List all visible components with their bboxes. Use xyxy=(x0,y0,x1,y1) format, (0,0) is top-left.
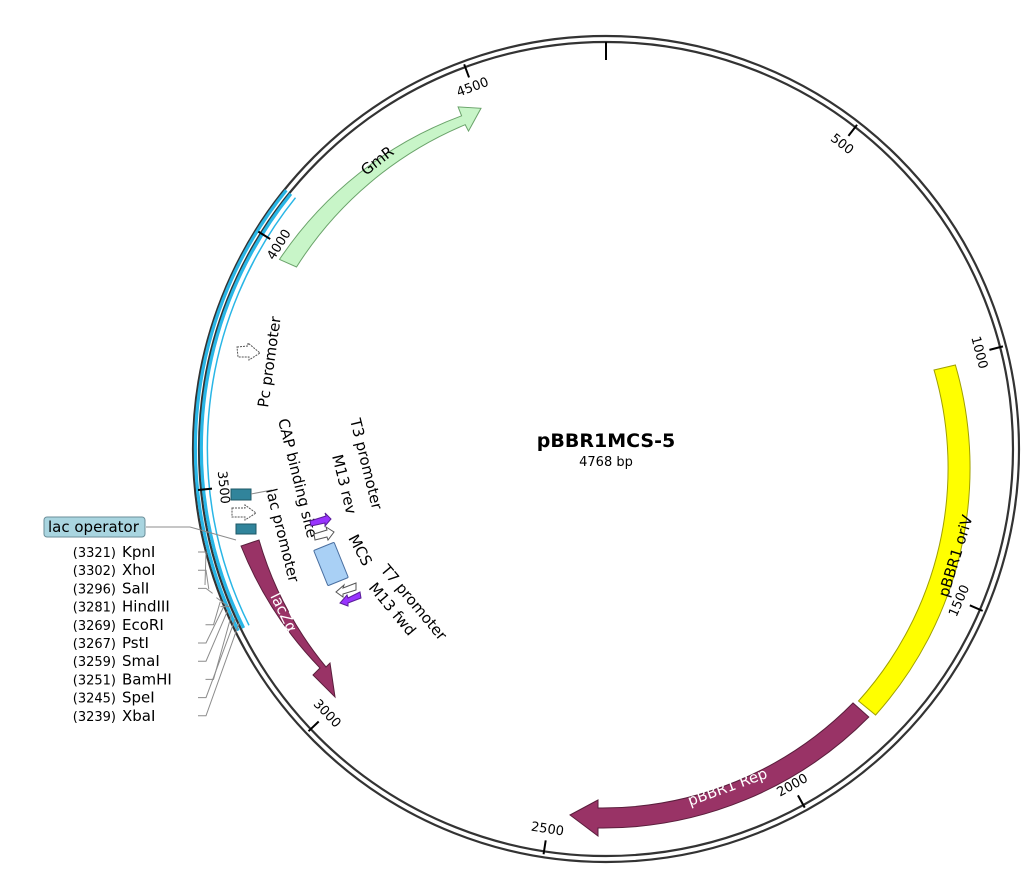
restriction-site-xhoi[interactable]: (3302) XhoI xyxy=(73,561,210,590)
mcs-t3-arrow[interactable] xyxy=(313,525,335,542)
plasmid-name: pBBR1MCS-5 xyxy=(537,430,675,452)
site-position: (3267) xyxy=(73,637,116,652)
mcs-label: MCS xyxy=(344,531,375,569)
site-name: PstI xyxy=(122,634,149,652)
site-position: (3245) xyxy=(73,692,116,707)
lac-operator-box[interactable] xyxy=(235,523,257,535)
tick-mark xyxy=(989,345,1004,351)
site-leader-line xyxy=(198,618,236,699)
restriction-site-hindiii[interactable]: (3281) HindIII xyxy=(73,597,231,616)
t7-promoter-arrow[interactable] xyxy=(335,582,357,598)
feature-pc-promoter[interactable]: Pc promoter xyxy=(236,314,285,409)
restriction-sites: (3321) KpnI (3302) XhoI (3296) SalI (3281) Hind… xyxy=(73,543,240,725)
site-position: (3259) xyxy=(73,655,116,670)
site-position: (3269) xyxy=(73,619,116,634)
site-leader-line xyxy=(198,622,240,717)
site-name: XhoI xyxy=(122,561,155,579)
rep-arrow[interactable] xyxy=(569,702,870,837)
site-leader-line xyxy=(198,551,207,586)
m13-rev-label: M13 rev xyxy=(328,453,360,516)
site-name: SmaI xyxy=(122,652,160,670)
tick-mark xyxy=(463,63,470,78)
restriction-site-sali[interactable]: (3296) SalI xyxy=(73,579,213,597)
site-position: (3239) xyxy=(73,710,116,725)
site-leader-line xyxy=(205,601,221,626)
mcs-box[interactable] xyxy=(313,542,349,586)
m13-rev-arrow[interactable] xyxy=(309,512,332,528)
tick-label: 500 xyxy=(827,131,856,158)
tick-mark xyxy=(847,124,858,137)
feature-mcs[interactable]: MCS xyxy=(313,525,376,586)
tick-mark xyxy=(197,487,213,491)
site-name: SalI xyxy=(122,579,149,597)
lac-operator-label: lac operator xyxy=(48,518,140,536)
gmr-arrow[interactable] xyxy=(278,106,482,268)
tick-label: 1000 xyxy=(967,335,990,371)
tick-label: 2500 xyxy=(530,820,565,840)
pc-promoter-arrow[interactable] xyxy=(236,341,261,361)
feature-rep[interactable]: pBBR1 Rep xyxy=(569,702,870,837)
site-name: SpeI xyxy=(122,689,155,707)
site-name: BamHI xyxy=(122,670,172,688)
feature-lac-operator[interactable]: lac operator xyxy=(43,516,257,541)
restriction-site-spei[interactable]: (3245) SpeI xyxy=(73,618,236,707)
restriction-site-smai[interactable]: (3259) SmaI xyxy=(73,610,229,670)
tick-label: 3500 xyxy=(214,470,232,504)
pc-promoter-label: Pc promoter xyxy=(254,314,285,408)
tick-mark xyxy=(542,840,547,855)
lacz-label: lacZα xyxy=(266,590,301,636)
lac-promoter-arrow[interactable] xyxy=(231,504,257,521)
highlight-arc xyxy=(193,189,297,632)
cap-site-box[interactable] xyxy=(230,488,252,501)
tick-mark xyxy=(257,230,271,240)
site-leader-line xyxy=(198,605,225,644)
site-leader-line xyxy=(198,569,210,590)
lacz-arrow[interactable] xyxy=(240,539,336,699)
site-position: (3251) xyxy=(73,673,116,688)
site-leader-line xyxy=(205,614,233,680)
oriv-arrow[interactable] xyxy=(857,364,971,716)
site-leader-line xyxy=(198,610,229,662)
tick-mark xyxy=(969,604,984,612)
restriction-site-bamhi[interactable]: (3251) BamHI xyxy=(73,614,233,688)
site-name: XbaI xyxy=(122,707,155,725)
restriction-site-ecori[interactable]: (3269) EcoRI xyxy=(73,601,221,634)
feature-gmr[interactable]: GmR xyxy=(278,106,482,268)
m13-fwd-arrow[interactable] xyxy=(339,591,362,607)
restriction-site-kpni[interactable]: (3321) KpnI xyxy=(73,543,207,586)
restriction-site-xbai[interactable]: (3239) XbaI xyxy=(73,622,240,725)
site-leader-line xyxy=(198,587,213,594)
site-position: (3321) xyxy=(73,546,116,561)
site-name: KpnI xyxy=(122,543,155,561)
site-name: EcoRI xyxy=(122,616,164,634)
site-name: HindIII xyxy=(122,598,170,616)
site-position: (3296) xyxy=(73,582,116,597)
restriction-site-psti[interactable]: (3267) PstI xyxy=(73,605,225,652)
plasmid-size: 4768 bp xyxy=(579,455,633,470)
tick-label: 4500 xyxy=(455,75,491,101)
feature-m13-rev[interactable]: M13 rev xyxy=(309,453,360,528)
lac-operator-tag xyxy=(43,516,146,538)
site-position: (3302) xyxy=(73,564,116,579)
tick-mark xyxy=(307,720,320,732)
site-position: (3281) xyxy=(73,601,116,616)
tick-mark xyxy=(797,794,806,809)
